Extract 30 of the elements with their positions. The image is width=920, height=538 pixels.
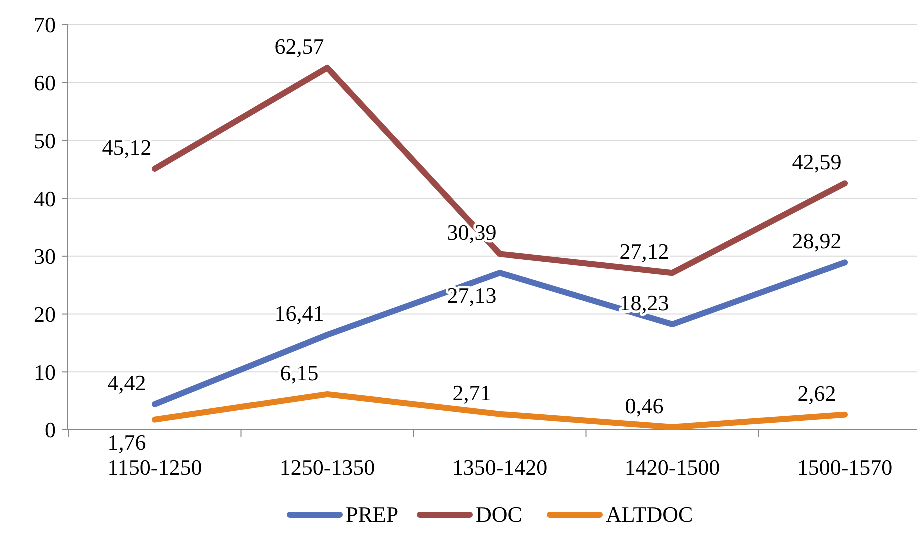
data-label: 42,59: [792, 150, 842, 175]
data-label: 2,62: [798, 380, 836, 406]
y-tick-label: 40: [34, 186, 56, 212]
data-label: 28,92: [792, 228, 842, 254]
data-label: 45,12: [102, 134, 152, 160]
x-tick-label: 1150-1250: [108, 455, 202, 480]
data-label: 2,71: [452, 380, 492, 406]
data-label: 6,15: [280, 360, 319, 386]
x-tick-label: 1250-1350: [280, 455, 376, 480]
data-label: 18,23: [620, 290, 670, 316]
y-tick-label: 10: [34, 360, 56, 385]
x-tick-label: 1500-1570: [797, 455, 893, 480]
legend-label: DOC: [476, 502, 522, 527]
data-label: 4,42: [108, 370, 146, 396]
data-label: 16,41: [274, 301, 324, 326]
data-label: 27,12: [620, 239, 670, 264]
y-tick-label: 30: [34, 244, 56, 270]
data-label: 0,46: [625, 393, 664, 418]
y-tick-label: 50: [34, 128, 56, 154]
y-tick-label: 60: [34, 70, 56, 96]
legend-label: ALTDOC: [606, 502, 694, 527]
legend-label: PREP: [346, 502, 399, 527]
data-label: 62,57: [274, 34, 324, 59]
y-tick-label: 70: [34, 12, 56, 38]
x-tick-label: 1350-1420: [452, 455, 548, 480]
data-label: 27,13: [447, 283, 497, 308]
data-label: 1,76: [108, 430, 146, 455]
x-tick-label: 1420-1500: [624, 455, 720, 480]
y-tick-label: 0: [45, 418, 56, 443]
y-tick-label: 20: [34, 302, 56, 327]
